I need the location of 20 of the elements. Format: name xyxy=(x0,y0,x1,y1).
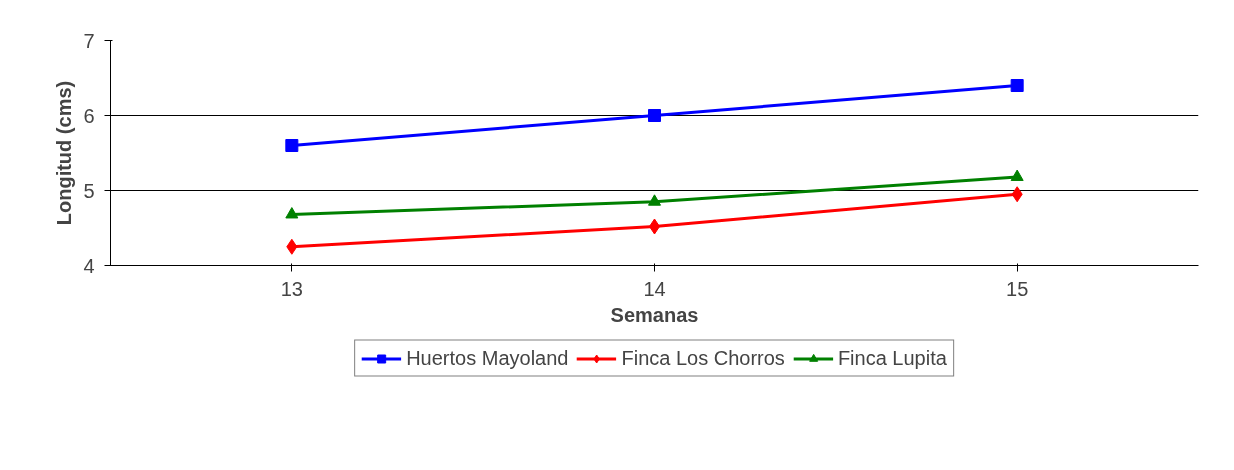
point xyxy=(1010,79,1024,92)
x-tick-label: 14 xyxy=(643,277,666,300)
y-axis-title: Longitud (cms) xyxy=(53,80,76,226)
y-tick-label: 6 xyxy=(83,104,95,127)
point xyxy=(648,194,661,206)
point xyxy=(1010,169,1024,181)
x-axis-title: Semanas xyxy=(610,303,699,326)
point xyxy=(1011,186,1023,203)
point xyxy=(285,207,299,219)
legend-label: Finca Lupita xyxy=(837,346,947,370)
y-tick-label: 4 xyxy=(83,254,95,277)
point xyxy=(285,139,299,152)
legend-label: Finca Los Chorros xyxy=(621,346,785,370)
legend-label: Huertos Mayoland xyxy=(406,346,569,370)
point xyxy=(286,238,298,255)
x-tick-label: 15 xyxy=(1006,277,1029,300)
y-tick-label: 7 xyxy=(83,29,95,52)
point xyxy=(648,109,661,122)
x-tick-label: 13 xyxy=(280,277,303,300)
y-tick-label: 5 xyxy=(83,179,95,202)
